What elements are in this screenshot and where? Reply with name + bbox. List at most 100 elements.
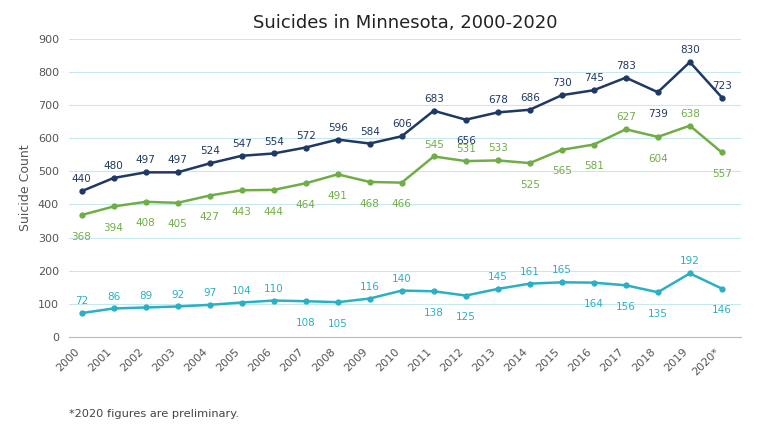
Text: 125: 125 (456, 312, 476, 322)
Text: 72: 72 (75, 296, 88, 306)
Male (461, 159, 471, 164)
Female (173, 304, 182, 309)
Text: 108: 108 (296, 318, 316, 328)
Total Recorded Suicides (173, 170, 182, 175)
Text: 464: 464 (296, 200, 316, 210)
Female (237, 300, 246, 305)
Female (269, 298, 278, 303)
Text: 730: 730 (552, 78, 571, 88)
Total Recorded Suicides (461, 117, 471, 122)
Text: 723: 723 (712, 80, 732, 91)
Text: 533: 533 (488, 143, 508, 153)
Text: 525: 525 (520, 180, 539, 190)
Female (301, 299, 310, 304)
Text: 739: 739 (648, 109, 668, 119)
Total Recorded Suicides (333, 137, 342, 142)
Line: Total Recorded Suicides: Total Recorded Suicides (79, 60, 724, 194)
Line: Male: Male (79, 123, 724, 217)
Text: 606: 606 (392, 119, 412, 129)
Female (429, 289, 439, 294)
Female (333, 300, 342, 305)
Total Recorded Suicides (494, 110, 503, 115)
Text: 745: 745 (584, 73, 604, 83)
Line: Female: Female (79, 271, 724, 315)
Female (589, 280, 598, 285)
Female (717, 286, 727, 291)
Text: 686: 686 (520, 93, 539, 103)
Text: 444: 444 (264, 206, 283, 216)
Female (685, 271, 694, 276)
Total Recorded Suicides (653, 89, 662, 95)
Male (525, 160, 534, 165)
Female (397, 288, 406, 293)
Text: 408: 408 (136, 219, 155, 229)
Text: 547: 547 (231, 139, 251, 149)
Male (429, 154, 439, 159)
Female (557, 280, 566, 285)
Text: 405: 405 (168, 219, 187, 229)
Y-axis label: Suicide Count: Suicide Count (19, 145, 32, 231)
Male (653, 134, 662, 140)
Text: 480: 480 (104, 161, 124, 171)
Female (365, 296, 374, 301)
Text: 531: 531 (456, 144, 476, 154)
Text: 97: 97 (203, 288, 216, 298)
Text: 678: 678 (488, 95, 508, 105)
Total Recorded Suicides (557, 92, 566, 98)
Text: 830: 830 (680, 45, 700, 55)
Text: 368: 368 (72, 232, 92, 242)
Total Recorded Suicides (685, 60, 694, 65)
Total Recorded Suicides (109, 175, 118, 181)
Male (557, 147, 566, 152)
Total Recorded Suicides (397, 133, 406, 139)
Female (141, 305, 151, 310)
Text: 783: 783 (616, 60, 636, 71)
Male (717, 150, 727, 155)
Female (653, 289, 662, 295)
Text: 524: 524 (199, 146, 219, 156)
Male (301, 181, 310, 186)
Male (173, 200, 182, 206)
Text: 604: 604 (648, 154, 668, 164)
Female (621, 283, 630, 288)
Text: 557: 557 (712, 169, 732, 179)
Text: 165: 165 (552, 265, 571, 275)
Text: 394: 394 (104, 223, 124, 233)
Male (141, 199, 151, 204)
Text: 466: 466 (392, 199, 412, 209)
Text: 638: 638 (680, 109, 700, 119)
Female (461, 293, 471, 298)
Text: 491: 491 (328, 191, 348, 201)
Text: 497: 497 (167, 156, 187, 165)
Total Recorded Suicides (269, 151, 278, 156)
Title: Suicides in Minnesota, 2000-2020: Suicides in Minnesota, 2000-2020 (253, 14, 557, 32)
Total Recorded Suicides (525, 107, 534, 112)
Text: 427: 427 (199, 212, 219, 222)
Text: 105: 105 (328, 319, 348, 329)
Male (685, 123, 694, 128)
Text: 116: 116 (360, 282, 380, 292)
Text: 627: 627 (616, 112, 636, 122)
Text: 104: 104 (231, 286, 251, 295)
Male (494, 158, 503, 163)
Text: 545: 545 (424, 140, 444, 149)
Male (333, 172, 342, 177)
Text: 683: 683 (424, 94, 444, 104)
Text: 584: 584 (360, 127, 380, 137)
Total Recorded Suicides (77, 189, 86, 194)
Text: 161: 161 (520, 267, 539, 276)
Male (589, 142, 598, 147)
Text: 135: 135 (648, 309, 668, 319)
Total Recorded Suicides (205, 161, 214, 166)
Male (621, 127, 630, 132)
Female (205, 302, 214, 308)
Male (365, 179, 374, 184)
Text: 145: 145 (488, 272, 508, 282)
Total Recorded Suicides (429, 108, 439, 113)
Total Recorded Suicides (237, 153, 246, 159)
Text: 86: 86 (107, 292, 120, 302)
Text: 596: 596 (328, 123, 348, 133)
Text: 192: 192 (680, 257, 700, 267)
Text: 468: 468 (360, 199, 380, 209)
Text: 89: 89 (139, 291, 152, 301)
